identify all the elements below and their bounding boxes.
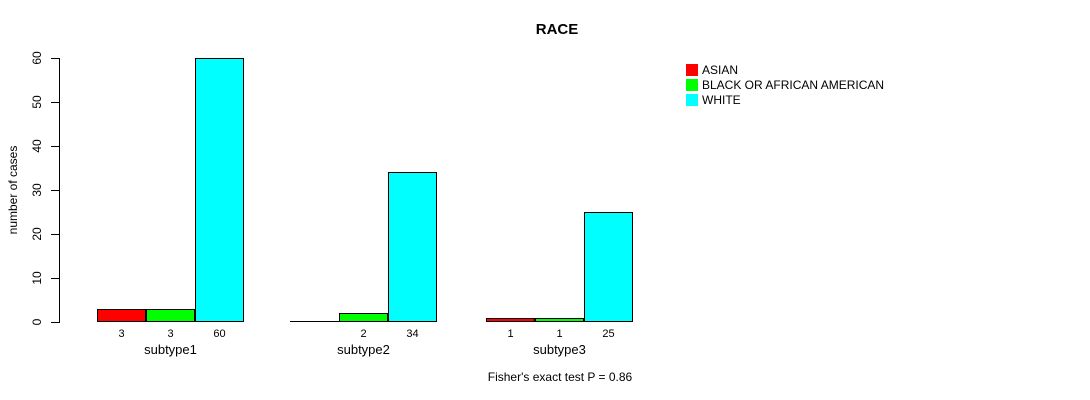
- y-axis-title: number of cases: [6, 145, 20, 235]
- annotation-text: Fisher's exact test P = 0.86: [487, 370, 633, 384]
- legend-swatch: [686, 78, 698, 91]
- y-tick-label: 10: [30, 271, 44, 285]
- y-axis-line: [59, 58, 60, 323]
- legend-row: BLACK OR AFRICAN AMERICAN: [686, 77, 884, 92]
- y-tick: [51, 146, 59, 147]
- bar-value-label: 60: [213, 328, 226, 340]
- bar: [388, 172, 437, 322]
- category-label: subtype3: [533, 342, 586, 357]
- category-label: subtype2: [337, 342, 390, 357]
- bar-value-label: 1: [556, 328, 563, 340]
- bar: [146, 309, 195, 322]
- legend-swatch: [686, 63, 698, 76]
- y-tick: [51, 190, 59, 191]
- y-tick: [51, 234, 59, 235]
- y-tick: [51, 102, 59, 103]
- legend-row: ASIAN: [686, 62, 884, 77]
- y-tick-label: 40: [30, 139, 44, 153]
- legend-row: WHITE: [686, 92, 884, 107]
- legend-label: ASIAN: [702, 62, 739, 77]
- y-tick-label: 60: [30, 51, 44, 65]
- bar-value-label: 2: [360, 328, 367, 340]
- bar: [535, 318, 584, 322]
- bar: [290, 321, 339, 322]
- bar-value-label: 34: [406, 328, 419, 340]
- bar: [195, 58, 244, 322]
- bar-value-label: 3: [167, 328, 174, 340]
- y-tick-label: 20: [30, 227, 44, 241]
- legend-swatch: [686, 93, 698, 106]
- legend-label: BLACK OR AFRICAN AMERICAN: [702, 77, 885, 92]
- bar: [584, 212, 633, 322]
- y-tick-label: 50: [30, 95, 44, 109]
- y-tick: [51, 58, 59, 59]
- legend: ASIAN BLACK OR AFRICAN AMERICAN WHITE: [686, 62, 884, 107]
- bar-value-label: 25: [602, 328, 615, 340]
- bar-value-label: 1: [507, 328, 514, 340]
- y-tick-label: 0: [30, 318, 44, 326]
- bar: [97, 309, 146, 322]
- chart-title: RACE: [535, 21, 579, 38]
- legend-label: WHITE: [702, 92, 741, 107]
- bar: [486, 318, 535, 322]
- y-tick: [51, 322, 59, 323]
- y-tick: [51, 278, 59, 279]
- category-label: subtype1: [144, 342, 197, 357]
- bar: [339, 313, 388, 322]
- y-tick-label: 30: [30, 183, 44, 197]
- bar-value-label: 3: [118, 328, 125, 340]
